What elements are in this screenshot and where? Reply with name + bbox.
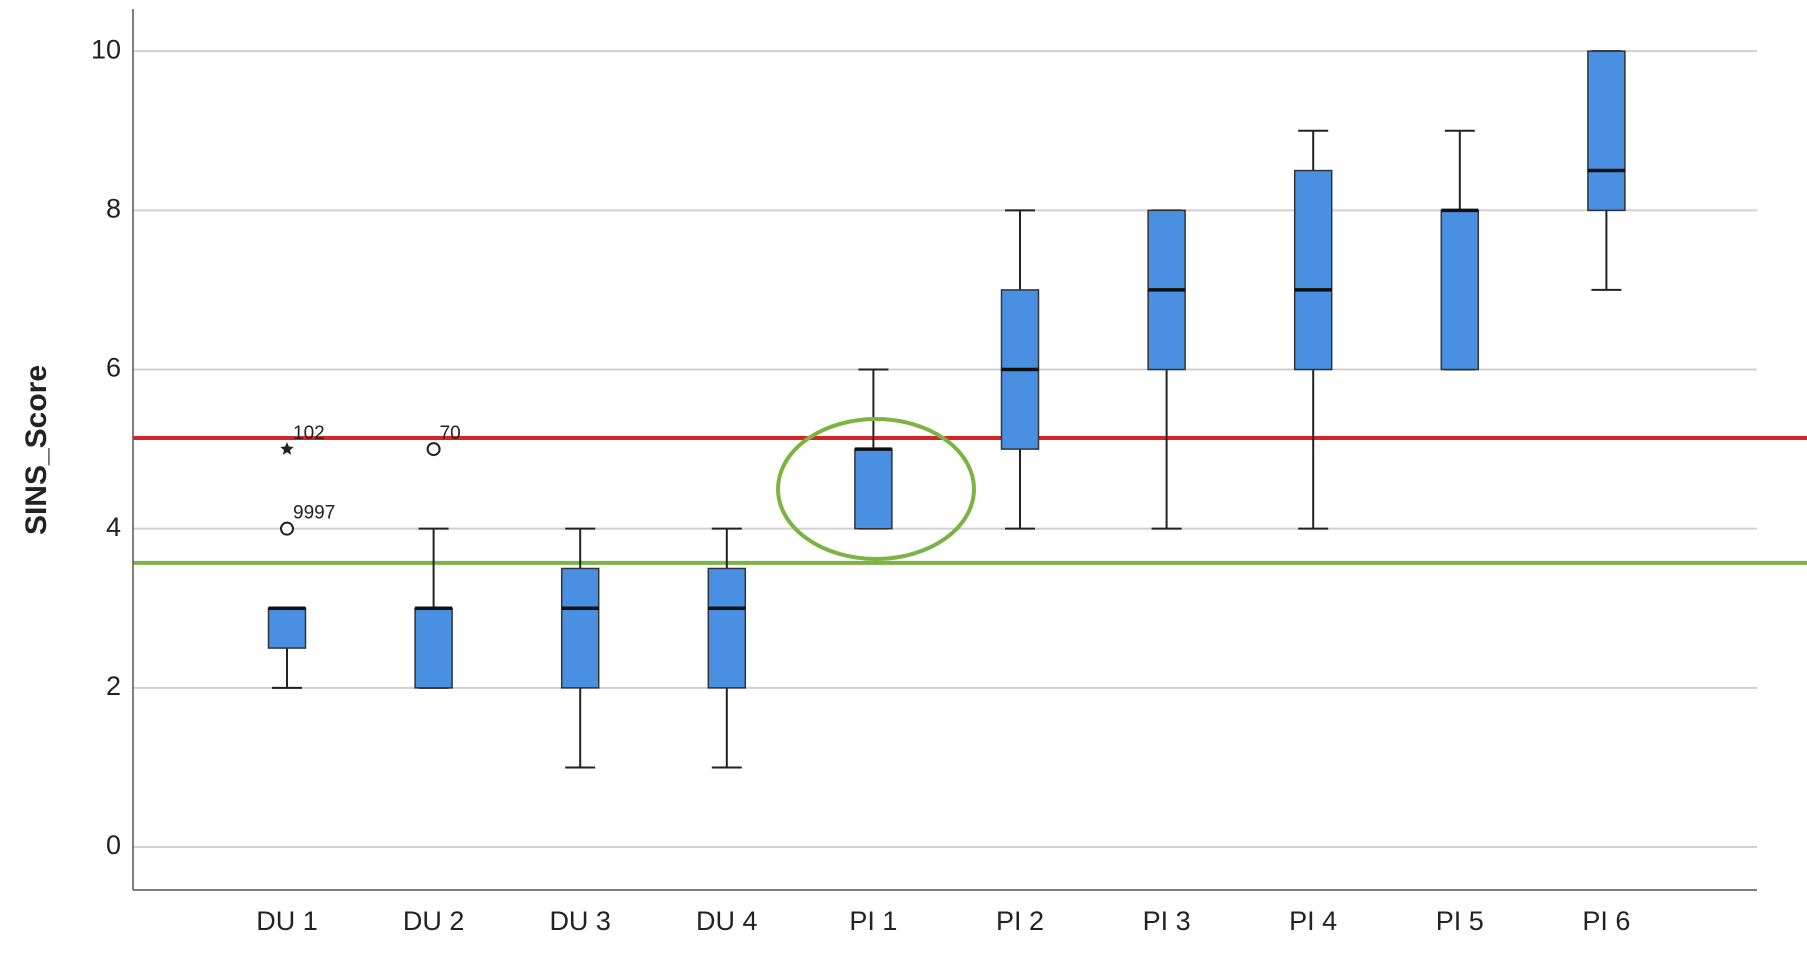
y-tick-label: 10 bbox=[91, 34, 121, 64]
box bbox=[1440, 209, 1480, 371]
x-tick-label: DU 4 bbox=[696, 906, 758, 936]
x-tick-label: PI 5 bbox=[1436, 906, 1484, 936]
x-tick-label: DU 1 bbox=[256, 906, 318, 936]
x-tick-label: DU 3 bbox=[549, 906, 611, 936]
box bbox=[414, 607, 453, 689]
outlier bbox=[280, 521, 294, 536]
outlier-extreme bbox=[280, 442, 294, 455]
box bbox=[560, 567, 600, 689]
outlier-label: 102 bbox=[293, 423, 325, 444]
box bbox=[267, 607, 307, 649]
highlight-ellipse bbox=[776, 417, 976, 561]
y-tick-label: 4 bbox=[106, 512, 121, 542]
grid: 0 2 4 6 8 10 bbox=[91, 34, 1757, 860]
y-tick-label: 6 bbox=[106, 353, 121, 383]
outlier bbox=[426, 442, 441, 457]
reference-lines bbox=[133, 435, 1807, 565]
x-tick-label: PI 6 bbox=[1582, 906, 1630, 936]
outlier-label: 70 bbox=[440, 423, 461, 444]
x-tick-label: PI 2 bbox=[996, 906, 1044, 936]
x-tick-label: PI 3 bbox=[1143, 906, 1191, 936]
y-tick-label: 0 bbox=[106, 830, 121, 860]
y-tick-label: 8 bbox=[106, 193, 121, 223]
plot: DU 1 9997 102 DU 2 70 DU 3 DU 4 PI 1 PI 2 PI 3 PI … bbox=[256, 50, 1630, 936]
box bbox=[1587, 50, 1626, 212]
box bbox=[854, 448, 893, 530]
x-tick-label: PI 1 bbox=[849, 906, 897, 936]
box bbox=[1293, 169, 1333, 371]
outlier-label: 9997 bbox=[293, 503, 335, 524]
y-axis-title: SINS_Score bbox=[20, 365, 53, 535]
box bbox=[707, 567, 747, 689]
x-tick-label: PI 4 bbox=[1289, 906, 1337, 936]
y-tick-label: 2 bbox=[106, 671, 121, 701]
x-tick-label: DU 2 bbox=[403, 906, 465, 936]
